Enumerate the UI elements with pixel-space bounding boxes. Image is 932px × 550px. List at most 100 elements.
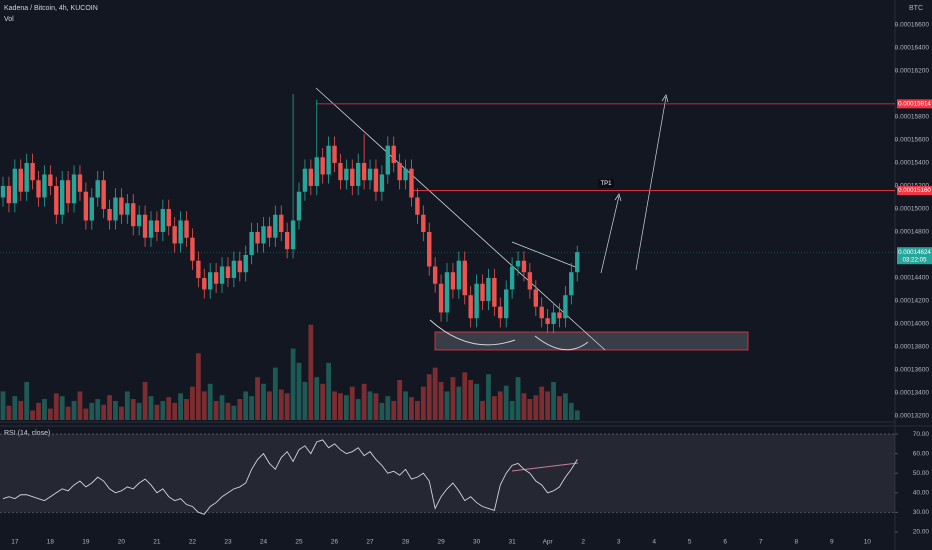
- volume-bar: [332, 391, 337, 420]
- volume-bar: [432, 367, 438, 420]
- candle-body: [107, 208, 112, 221]
- candle-body: [160, 208, 166, 232]
- x-tick-label: 28: [402, 539, 410, 546]
- volume-bar: [166, 397, 172, 420]
- x-tick-label: 23: [224, 539, 232, 546]
- volume-bar: [486, 374, 491, 420]
- candle-body: [563, 295, 568, 319]
- y-tick-label: 30.00: [913, 509, 930, 516]
- candle-body: [18, 168, 23, 192]
- x-tick-label: 26: [331, 539, 339, 546]
- candle-body: [213, 272, 219, 284]
- arrow: [635, 96, 667, 271]
- candle-body: [36, 180, 41, 198]
- y-tick-label: 0.00016400: [895, 45, 930, 52]
- volume-bar: [438, 381, 444, 420]
- volume-bar: [255, 377, 260, 420]
- price-level-box: [897, 99, 932, 109]
- volume-bar: [71, 400, 77, 420]
- volume-bar: [225, 402, 231, 420]
- candle-body: [438, 283, 444, 313]
- candle-body: [190, 237, 195, 261]
- candle-body: [557, 312, 562, 319]
- x-tick-label: 30: [473, 539, 481, 546]
- pattern-arc: [429, 319, 516, 346]
- candle-body: [427, 231, 432, 267]
- trendline: [315, 87, 606, 351]
- volume-bar: [314, 377, 320, 420]
- volume-bar: [444, 391, 450, 420]
- volume-bar: [36, 402, 41, 420]
- candle-body: [515, 260, 521, 267]
- volume-bar: [462, 372, 468, 420]
- annotation-box: [598, 179, 614, 188]
- candle-body: [284, 231, 290, 250]
- y-tick-label: 70.00: [913, 431, 930, 438]
- volume-bar: [12, 396, 18, 420]
- y-tick-label: 50.00: [913, 470, 930, 477]
- candle-body: [302, 168, 308, 192]
- volume-bar: [296, 362, 302, 420]
- demand-zone: [434, 331, 749, 351]
- x-tick-label: 7: [759, 539, 763, 546]
- rsi-trendline: [511, 462, 579, 472]
- volume-bar: [201, 391, 207, 420]
- x-tick-label: 29: [437, 539, 445, 546]
- candle-body: [30, 162, 35, 181]
- candle-body: [367, 168, 373, 181]
- volume-bar: [136, 402, 142, 420]
- x-tick-label: 21: [153, 539, 161, 546]
- axis-unit: BTC: [909, 5, 923, 12]
- candle-body: [290, 220, 296, 250]
- volume-bar: [89, 402, 95, 420]
- volume-bar: [551, 381, 556, 420]
- candle-body: [24, 162, 29, 192]
- candle-body: [136, 214, 142, 227]
- volume-bar: [101, 404, 107, 420]
- x-tick-label: 4: [652, 539, 656, 546]
- candle-body: [444, 272, 450, 313]
- volume-bar: [355, 399, 361, 420]
- x-tick-label: 20: [118, 539, 126, 546]
- candle-body: [456, 260, 462, 290]
- rsi-label: RSI (14, close): [4, 430, 50, 437]
- candle-body: [54, 185, 59, 215]
- volume-bar: [426, 374, 432, 420]
- candle-body: [219, 266, 225, 284]
- candle-body: [184, 220, 189, 238]
- candle-body: [521, 260, 527, 273]
- candle-body: [101, 180, 106, 209]
- volume-bar: [65, 406, 71, 420]
- y-tick-label: 0.00014400: [895, 275, 930, 282]
- volume-bar: [480, 400, 485, 420]
- volume-bar: [6, 405, 12, 420]
- candle-body: [131, 203, 136, 227]
- volume-bar: [24, 381, 30, 420]
- volume-bar: [160, 400, 166, 420]
- candle-body: [48, 174, 53, 186]
- x-tick-label: 17: [11, 539, 19, 546]
- candle-body: [551, 312, 556, 324]
- candle-body: [225, 266, 231, 278]
- candle-body: [77, 174, 83, 192]
- candle-body: [6, 185, 12, 204]
- countdown: 03:22:05: [902, 256, 927, 263]
- x-tick-label: Apr: [543, 539, 554, 546]
- volume-bar: [207, 383, 213, 420]
- volume-bar: [409, 397, 414, 420]
- volume-bar: [456, 386, 462, 420]
- candle-body: [462, 260, 467, 296]
- candle-body: [468, 295, 473, 319]
- candle-body: [42, 174, 47, 198]
- x-tick-label: 19: [82, 539, 90, 546]
- volume-bar: [172, 402, 178, 420]
- candle-body: [196, 260, 201, 278]
- volume-bar: [0, 391, 6, 420]
- volume-bar: [361, 383, 367, 420]
- volume-bar: [468, 380, 474, 420]
- candle-body: [119, 197, 124, 215]
- candle-body: [575, 252, 580, 273]
- y-tick-label: 0.00015600: [895, 137, 930, 144]
- candle-body: [125, 203, 130, 215]
